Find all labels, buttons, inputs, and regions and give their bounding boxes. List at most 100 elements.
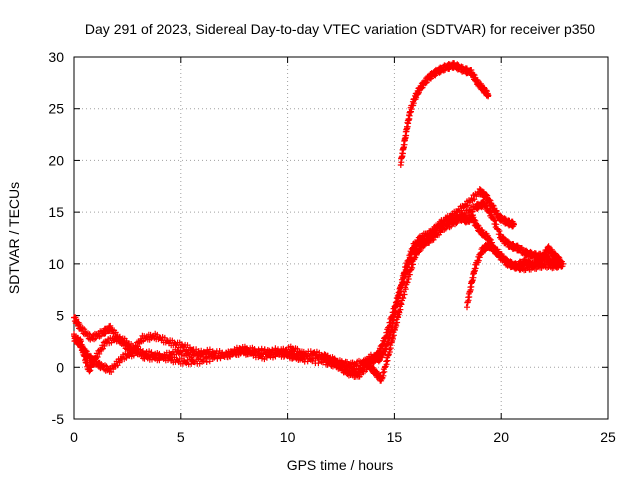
data-point bbox=[94, 356, 97, 360]
data-point bbox=[183, 360, 187, 364]
data-point bbox=[87, 369, 91, 372]
series-markers bbox=[71, 186, 517, 371]
data-point bbox=[517, 247, 520, 250]
data-point bbox=[399, 161, 403, 164]
data-point bbox=[480, 249, 484, 252]
data-point bbox=[168, 357, 172, 361]
data-point bbox=[399, 304, 403, 307]
data-point bbox=[294, 355, 298, 359]
data-point bbox=[397, 293, 400, 297]
data-point bbox=[465, 304, 469, 307]
data-point bbox=[260, 355, 264, 359]
data-point bbox=[470, 71, 473, 74]
data-point bbox=[391, 324, 394, 328]
data-point bbox=[506, 221, 509, 224]
series-track-5 bbox=[464, 240, 567, 311]
data-point bbox=[478, 190, 482, 193]
data-point bbox=[414, 252, 417, 255]
data-point bbox=[356, 370, 360, 373]
y-tick-label: 30 bbox=[48, 49, 64, 65]
data-point bbox=[435, 70, 439, 73]
x-tick-label: 5 bbox=[177, 429, 185, 445]
data-point bbox=[457, 216, 460, 219]
data-point bbox=[525, 252, 529, 255]
data-point bbox=[435, 226, 439, 229]
data-point bbox=[143, 355, 146, 359]
data-point bbox=[119, 337, 123, 340]
data-point bbox=[472, 219, 475, 222]
data-point bbox=[380, 378, 383, 381]
data-point bbox=[512, 223, 516, 226]
axis-ticks: 0 5 10 15 20 25 -5 0 5 10 15 20 25 30 bbox=[48, 49, 616, 445]
data-point bbox=[403, 267, 407, 271]
data-point bbox=[369, 355, 373, 359]
data-point bbox=[183, 345, 187, 348]
data-point bbox=[277, 352, 281, 356]
data-point bbox=[89, 337, 93, 340]
data-point bbox=[226, 353, 229, 357]
data-point bbox=[412, 244, 415, 247]
data-point bbox=[109, 369, 112, 372]
data-point bbox=[512, 264, 516, 268]
data-point bbox=[72, 337, 76, 340]
data-point bbox=[378, 357, 381, 361]
data-point bbox=[461, 68, 464, 71]
x-tick-label: 0 bbox=[70, 429, 78, 445]
data-point bbox=[413, 97, 416, 100]
data-point bbox=[540, 257, 543, 260]
data-point bbox=[478, 229, 482, 232]
data-point bbox=[431, 236, 435, 240]
data-point bbox=[104, 340, 108, 343]
data-point bbox=[491, 216, 494, 219]
y-axis-label: SDTVAR / TECUs bbox=[6, 182, 22, 294]
data-point bbox=[386, 355, 390, 359]
data-point bbox=[141, 337, 144, 340]
data-point bbox=[384, 347, 388, 350]
data-point bbox=[83, 355, 86, 359]
y-tick-label: 20 bbox=[48, 152, 64, 168]
data-point bbox=[290, 347, 294, 350]
series-track-1 bbox=[71, 186, 517, 371]
x-axis-label: GPS time / hours bbox=[287, 457, 394, 473]
data-series bbox=[71, 60, 567, 384]
data-point bbox=[79, 340, 82, 343]
data-point bbox=[406, 125, 409, 128]
data-point bbox=[465, 202, 469, 206]
data-point bbox=[402, 143, 406, 147]
data-point bbox=[175, 350, 178, 353]
data-point bbox=[487, 244, 490, 247]
plot-frame bbox=[73, 56, 609, 420]
data-point bbox=[532, 265, 535, 269]
series-track-3 bbox=[71, 212, 477, 377]
data-point bbox=[408, 273, 411, 276]
data-point bbox=[534, 254, 537, 257]
data-point bbox=[72, 316, 76, 319]
chart-title: Day 291 of 2023, Sidereal Day-to-day VTE… bbox=[85, 21, 595, 37]
y-tick-label: -5 bbox=[52, 411, 65, 427]
data-point bbox=[487, 236, 490, 240]
data-point bbox=[474, 205, 477, 209]
data-point bbox=[444, 66, 447, 69]
data-point bbox=[487, 94, 490, 97]
series-markers bbox=[71, 212, 477, 377]
data-point bbox=[546, 247, 550, 250]
data-point bbox=[409, 109, 412, 112]
data-point bbox=[384, 335, 388, 338]
x-tick-label: 10 bbox=[280, 429, 296, 445]
data-point bbox=[482, 88, 486, 92]
data-point bbox=[207, 350, 210, 353]
data-point bbox=[500, 236, 503, 240]
data-point bbox=[508, 244, 511, 247]
data-point bbox=[98, 364, 101, 367]
data-point bbox=[453, 64, 456, 67]
data-point bbox=[158, 356, 161, 360]
data-point bbox=[485, 195, 488, 198]
data-point bbox=[504, 259, 507, 262]
data-point bbox=[79, 326, 82, 330]
data-point bbox=[243, 349, 247, 352]
data-point bbox=[465, 219, 469, 222]
data-point bbox=[474, 264, 477, 268]
x-tick-label: 25 bbox=[600, 429, 616, 445]
data-point bbox=[418, 86, 422, 90]
